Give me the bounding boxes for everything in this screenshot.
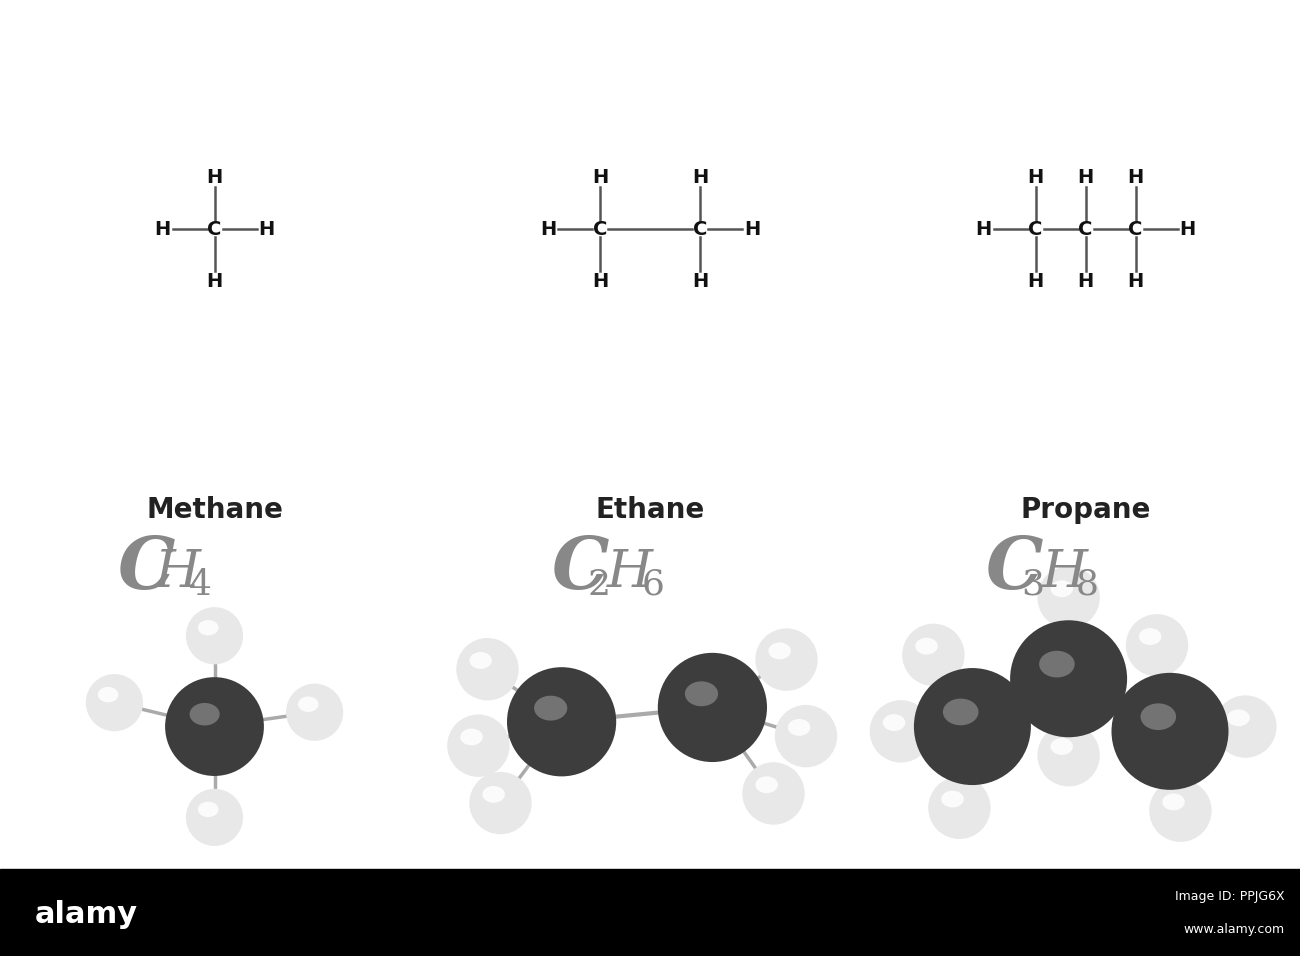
Text: C: C [207,220,222,239]
Ellipse shape [1039,651,1075,678]
Text: H: H [975,220,992,239]
Text: H: H [607,548,653,598]
Circle shape [186,789,243,846]
Circle shape [1149,779,1212,842]
Text: H: H [259,220,274,239]
Text: C: C [693,220,707,239]
Circle shape [928,776,991,839]
Text: Methane: Methane [146,495,283,524]
Circle shape [1037,566,1100,629]
Ellipse shape [883,714,905,731]
Text: 3: 3 [1022,568,1044,602]
Text: H: H [1078,168,1093,187]
Circle shape [914,668,1031,785]
Text: C: C [985,533,1043,604]
Text: H: H [1078,272,1093,291]
Text: C: C [551,533,608,604]
Text: H: H [1179,220,1196,239]
Text: Propane: Propane [1020,495,1150,524]
Text: H: H [692,168,708,187]
Ellipse shape [198,620,218,636]
Circle shape [469,771,532,835]
Circle shape [755,628,818,691]
Circle shape [902,623,965,686]
Ellipse shape [942,699,979,726]
Text: H: H [1127,272,1144,291]
Circle shape [658,653,767,762]
Ellipse shape [1050,580,1072,598]
Circle shape [447,714,510,777]
Circle shape [1214,695,1277,758]
Bar [0,869,1300,956]
Circle shape [1126,614,1188,677]
Ellipse shape [1140,704,1176,730]
Ellipse shape [190,703,220,726]
Text: C: C [1028,220,1043,239]
Text: H: H [540,220,556,239]
Ellipse shape [298,697,318,712]
Ellipse shape [941,791,963,808]
Text: 8: 8 [1075,568,1098,602]
Circle shape [1112,673,1228,790]
Ellipse shape [469,652,491,669]
Text: H: H [207,168,222,187]
Text: C: C [593,220,607,239]
Text: H: H [1027,272,1044,291]
Text: H: H [155,220,170,239]
Text: Ethane: Ethane [595,495,705,524]
Circle shape [165,677,264,776]
Text: C: C [1128,220,1143,239]
Text: H: H [155,548,202,598]
Ellipse shape [1139,628,1161,645]
Text: 4: 4 [188,568,212,602]
Circle shape [742,762,805,825]
Ellipse shape [198,802,218,817]
Circle shape [186,607,243,664]
Text: H: H [744,220,760,239]
Text: H: H [592,168,608,187]
Ellipse shape [534,696,567,721]
Ellipse shape [482,786,504,803]
Ellipse shape [1162,793,1184,811]
Ellipse shape [755,776,777,793]
Text: alamy: alamy [35,900,138,928]
Ellipse shape [768,642,790,660]
Circle shape [1010,620,1127,737]
Circle shape [456,638,519,701]
Text: 6: 6 [641,568,664,602]
Ellipse shape [685,682,718,706]
Text: 2: 2 [588,568,610,602]
Circle shape [775,705,837,768]
Text: www.alamy.com: www.alamy.com [1184,923,1284,936]
Ellipse shape [98,687,118,703]
Text: H: H [592,272,608,291]
Text: H: H [1027,168,1044,187]
Text: C: C [117,533,174,604]
Ellipse shape [1050,738,1072,755]
Circle shape [870,700,932,763]
Circle shape [86,674,143,731]
Text: C: C [1078,220,1093,239]
Circle shape [286,684,343,741]
Text: H: H [1041,548,1087,598]
Text: H: H [692,272,708,291]
Ellipse shape [1227,709,1249,727]
Ellipse shape [915,638,937,655]
Text: H: H [1127,168,1144,187]
Circle shape [1037,724,1100,787]
Ellipse shape [788,719,810,736]
Ellipse shape [460,728,482,746]
Text: H: H [207,272,222,291]
Text: Image ID: PPJG6X: Image ID: PPJG6X [1175,890,1284,903]
Circle shape [507,667,616,776]
